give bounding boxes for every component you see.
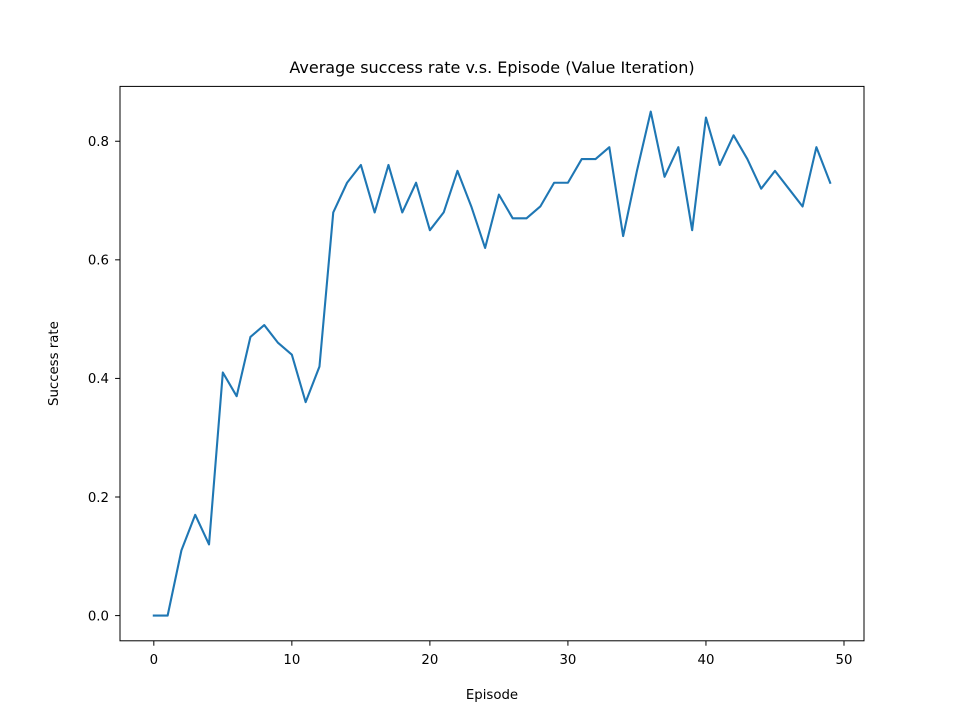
- plot-frame: [119, 85, 865, 642]
- y-tick-label: 0.6: [88, 254, 109, 269]
- x-tick-label: 30: [559, 653, 576, 668]
- y-axis-ticks: 0.0 0.2 0.4 0.6 0.8: [88, 135, 120, 624]
- x-axis-ticks: 0 10 20 30 40 50: [150, 640, 853, 668]
- x-tick-label: 40: [697, 653, 714, 668]
- x-axis-label: Episode: [466, 688, 518, 703]
- y-axis-label: Success rate: [47, 321, 62, 406]
- y-tick-label: 0.2: [88, 491, 109, 506]
- x-tick-label: 10: [283, 653, 300, 668]
- y-tick-label: 0.8: [88, 135, 109, 150]
- y-tick-label: 0.0: [88, 609, 109, 624]
- y-tick-label: 0.4: [88, 372, 109, 387]
- series-line-0: [152, 110, 832, 617]
- x-tick-label: 20: [421, 653, 438, 668]
- chart-title: Average success rate v.s. Episode (Value…: [289, 58, 694, 77]
- x-tick-label: 0: [150, 653, 158, 668]
- series-layer: [152, 110, 832, 617]
- x-tick-label: 50: [836, 653, 853, 668]
